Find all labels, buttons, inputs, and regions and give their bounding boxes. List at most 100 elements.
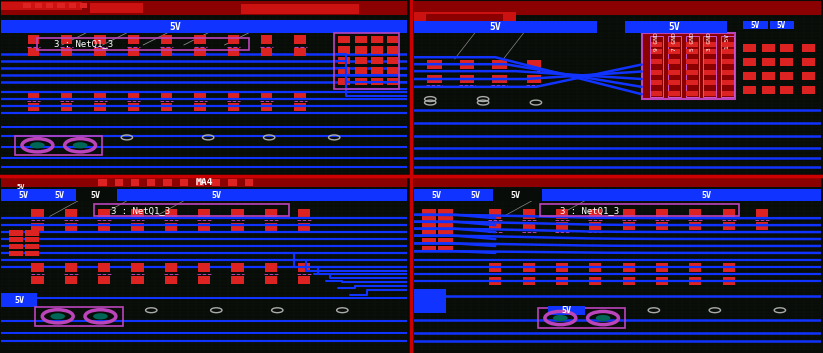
Bar (132, 223, 143, 231)
Bar (523, 222, 535, 231)
Bar (780, 72, 793, 80)
Text: 5V: 5V (561, 306, 571, 316)
Bar (65, 276, 77, 284)
Bar (371, 36, 383, 43)
Bar (46, 3, 53, 8)
Circle shape (50, 313, 65, 319)
Bar (265, 263, 277, 272)
Bar (422, 238, 436, 243)
Bar (722, 91, 733, 96)
Bar (761, 86, 774, 94)
Bar (722, 42, 733, 47)
Bar (95, 48, 105, 56)
Text: 5V: 5V (17, 184, 26, 190)
Bar (689, 276, 701, 285)
Bar (622, 209, 635, 219)
Bar (527, 74, 542, 83)
Bar (295, 103, 306, 110)
Bar (128, 35, 139, 44)
Text: 3 : NetQ1_3: 3 : NetQ1_3 (53, 40, 113, 48)
Bar (704, 49, 716, 54)
Bar (28, 35, 39, 44)
Bar (35, 3, 42, 8)
Text: 1 5V: 1 5V (725, 34, 730, 49)
Bar (489, 222, 501, 231)
Bar (98, 209, 110, 219)
Bar (196, 179, 204, 186)
Bar (95, 103, 105, 110)
Bar (668, 59, 680, 64)
Bar (338, 57, 351, 64)
Bar (231, 276, 244, 284)
Bar (9, 244, 23, 250)
Bar (414, 288, 447, 313)
Bar (28, 103, 39, 110)
Bar (686, 42, 698, 47)
Bar (31, 209, 44, 219)
Text: 3 : NetQ1_3: 3 : NetQ1_3 (110, 206, 170, 215)
Bar (15, 136, 102, 155)
Bar (489, 276, 501, 285)
Bar (722, 59, 733, 64)
Bar (459, 60, 474, 70)
Bar (132, 209, 143, 219)
Bar (589, 263, 602, 272)
Bar (489, 209, 501, 219)
Bar (489, 263, 501, 272)
Bar (686, 59, 698, 64)
Bar (770, 20, 794, 29)
Bar (371, 78, 383, 85)
Bar (427, 60, 442, 70)
Text: 5V: 5V (490, 22, 501, 32)
Bar (28, 91, 39, 99)
Bar (98, 276, 110, 284)
Bar (651, 49, 662, 54)
Bar (99, 179, 106, 186)
Bar (194, 91, 206, 99)
Bar (426, 14, 504, 27)
Bar (298, 263, 310, 272)
Bar (622, 263, 635, 272)
Bar (261, 48, 272, 56)
Bar (131, 179, 139, 186)
Bar (538, 309, 625, 328)
Bar (295, 91, 306, 99)
Bar (439, 238, 453, 243)
Bar (651, 91, 662, 96)
Bar (556, 222, 568, 231)
Bar (802, 86, 816, 94)
Bar (61, 103, 72, 110)
Bar (427, 74, 442, 83)
Bar (756, 222, 768, 231)
Bar (295, 35, 306, 44)
Bar (132, 263, 143, 272)
Bar (98, 263, 110, 272)
Bar (704, 59, 716, 64)
Bar (689, 222, 701, 231)
Bar (355, 57, 367, 64)
Bar (26, 237, 40, 243)
Text: 3 : NetQ1_3: 3 : NetQ1_3 (560, 206, 620, 215)
Bar (165, 276, 177, 284)
Bar (650, 36, 663, 97)
Bar (556, 209, 568, 219)
Bar (371, 46, 383, 54)
Bar (556, 276, 568, 285)
Bar (667, 36, 681, 97)
Bar (37, 38, 249, 50)
Bar (295, 48, 306, 56)
Bar (231, 223, 244, 231)
Bar (492, 60, 507, 70)
Text: 5V: 5V (212, 191, 221, 199)
Bar (147, 179, 156, 186)
Bar (61, 91, 72, 99)
Bar (95, 204, 290, 216)
Bar (355, 46, 367, 54)
Bar (261, 35, 272, 44)
Bar (668, 91, 680, 96)
Bar (28, 48, 39, 56)
Bar (422, 216, 436, 222)
Text: 5V: 5V (776, 20, 786, 30)
Bar (198, 223, 210, 231)
Bar (198, 209, 210, 219)
